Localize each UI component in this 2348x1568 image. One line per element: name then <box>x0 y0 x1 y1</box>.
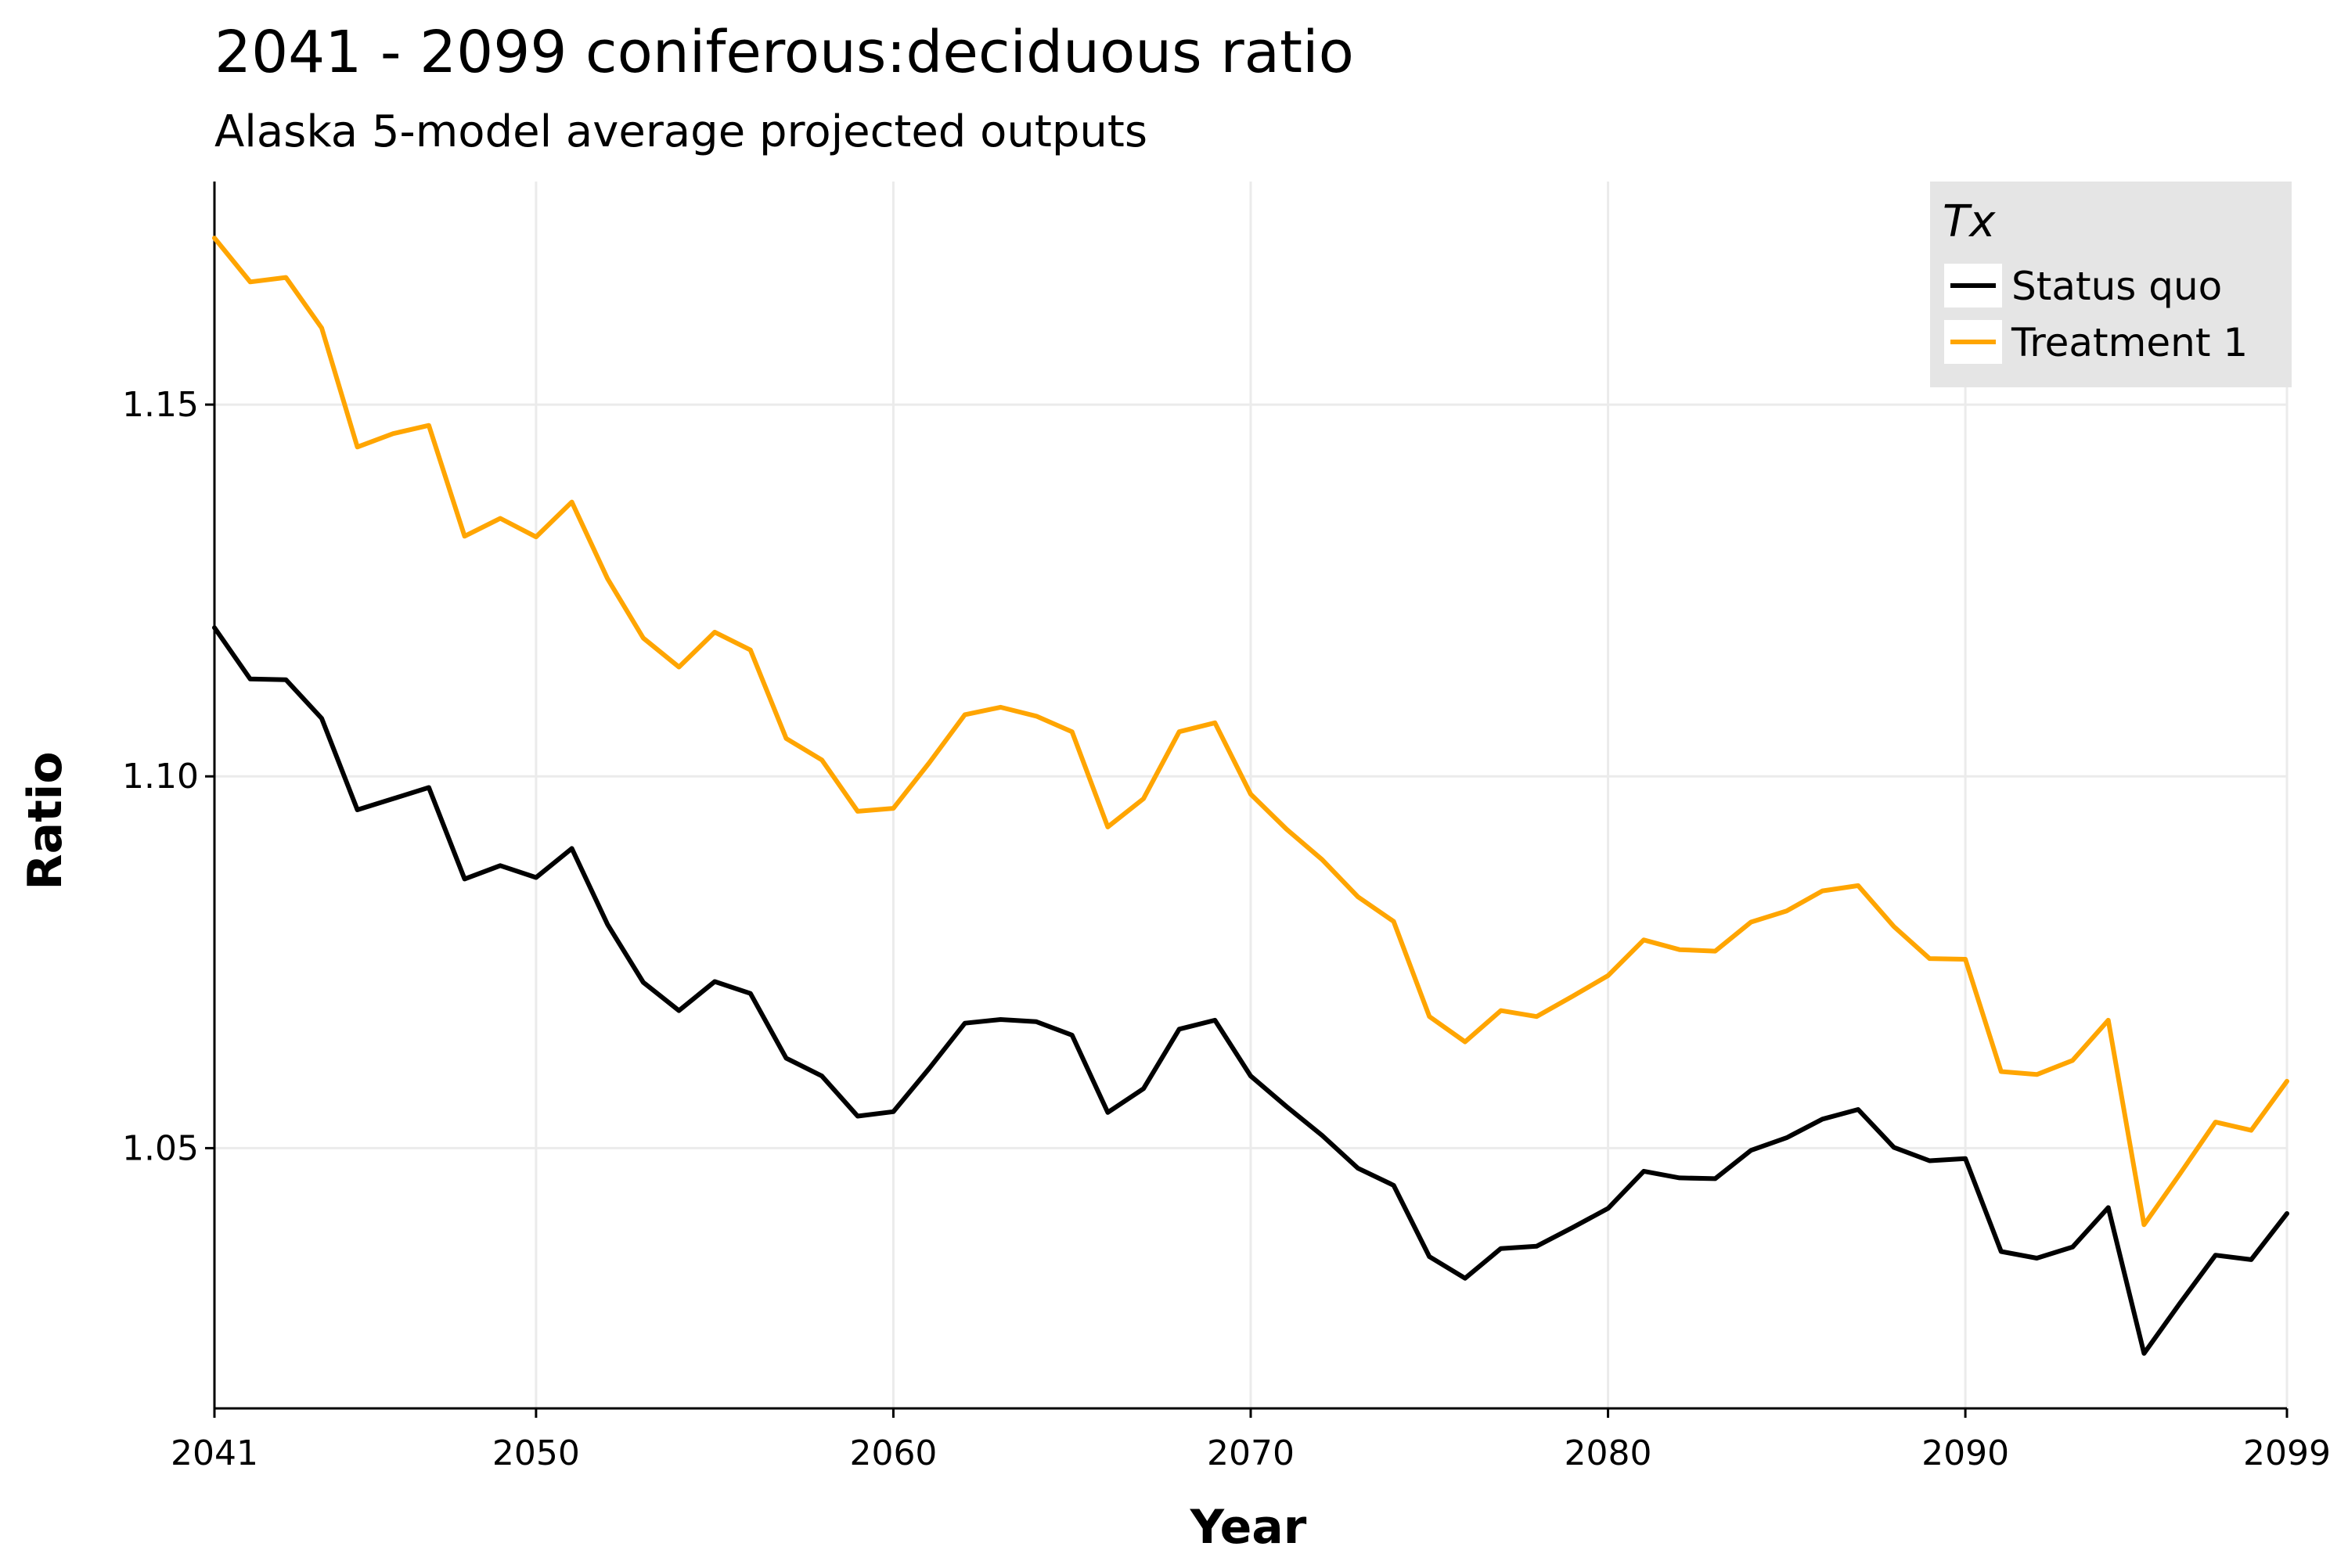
series-line-treatment-1 <box>212 236 2289 1228</box>
legend: Tx Status quo Treatment 1 <box>1930 182 2292 387</box>
legend-label-treatment-1: Treatment 1 <box>2011 320 2248 365</box>
x-axis-title: Year <box>1190 1500 1307 1555</box>
x-tick-label: 2070 <box>1207 1433 1295 1473</box>
y-tick-label: 1.05 <box>122 1128 199 1168</box>
x-tick-label: 2041 <box>171 1433 258 1473</box>
x-tick-label: 2080 <box>1565 1433 1652 1473</box>
x-tick-label: 2050 <box>492 1433 580 1473</box>
x-tick-label: 2099 <box>2243 1433 2331 1473</box>
chart-subtitle: Alaska 5-model average projected outputs <box>214 106 1147 157</box>
tick-labels: 2041 2050 2060 2070 2080 2090 2099 1.05 1.10 1.15 <box>122 385 2331 1473</box>
y-tick-label: 1.10 <box>122 757 199 797</box>
series-lines <box>212 236 2289 1356</box>
series-line-status-quo <box>212 625 2289 1356</box>
legend-label-status-quo: Status quo <box>2011 264 2222 309</box>
y-axis-title: Ratio <box>18 751 73 890</box>
chart-title: 2041 - 2099 coniferous:deciduous ratio <box>214 19 1354 86</box>
legend-title: Tx <box>1943 196 1996 247</box>
y-tick-label: 1.15 <box>122 385 199 425</box>
x-tick-label: 2090 <box>1921 1433 2009 1473</box>
x-tick-label: 2060 <box>849 1433 937 1473</box>
axes <box>205 182 2289 1418</box>
